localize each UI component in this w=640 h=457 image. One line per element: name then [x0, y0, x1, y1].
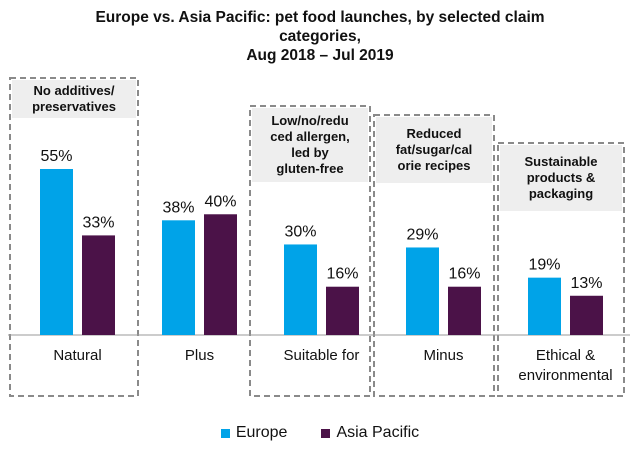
callout-box-4 [500, 145, 622, 211]
category-label-0-line-0: Natural [53, 347, 101, 364]
bar-europe-2 [284, 244, 317, 335]
value-label-asia-pacific-1: 40% [204, 193, 236, 210]
bar-europe-1 [162, 220, 195, 335]
bar-chart: 55% 38% 30% 29% 19% 33% 40% 16% 16% 13% Natural Plu… [8, 77, 630, 397]
value-label-europe-0: 55% [40, 148, 72, 165]
category-label-4-line-1: environmental [518, 367, 612, 384]
chart-title-line-3: Aug 2018 – Jul 2019 [246, 47, 394, 64]
group-box-2 [249, 105, 371, 397]
callout-box-0 [12, 80, 136, 118]
group-box-3 [373, 114, 495, 397]
callout-box-3 [376, 117, 492, 183]
value-label-asia-pacific-2: 16% [326, 266, 358, 283]
legend-label-europe: Europe [235, 424, 288, 441]
legend-swatch-europe [220, 428, 230, 438]
callout-box-2 [252, 108, 368, 182]
value-label-asia-pacific-3: 16% [448, 266, 480, 283]
chart-title-line-2: categories, [279, 28, 361, 45]
callout-text-3-line-1: fat/sugar/cal [396, 142, 473, 157]
category-label-2-line-0: Suitable for [284, 347, 360, 364]
category-label-1-line-0: Plus [185, 347, 214, 364]
value-label-asia-pacific-4: 13% [570, 275, 602, 292]
legend-label-asia-pacific: Asia Pacific [336, 424, 420, 441]
callout-text-4-line-1: products & [527, 170, 596, 185]
callout-text-3-line-2: orie recipes [398, 158, 471, 173]
legend-item-asia-pacific: Asia Pacific [321, 424, 419, 442]
value-label-europe-4: 19% [528, 257, 560, 274]
bar-europe-3 [406, 247, 439, 335]
bar-asia-pacific-2 [326, 286, 359, 335]
chart-title-line-1: Europe vs. Asia Pacific: pet food launch… [95, 9, 545, 26]
chart-title: Europe vs. Asia Pacific: pet food launch… [0, 8, 640, 65]
callout-text-2-line-1: ced allergen, [270, 129, 349, 144]
group-box-4 [497, 142, 625, 397]
bar-europe-0 [40, 169, 73, 335]
bar-asia-pacific-3 [448, 286, 481, 335]
bar-asia-pacific-4 [570, 295, 603, 335]
callout-text-2-line-2: led by [291, 145, 329, 160]
legend-item-europe: Europe [220, 424, 288, 442]
callout-text-0-line-1: preservatives [32, 99, 116, 114]
category-label-3-line-0: Minus [423, 347, 463, 364]
bar-asia-pacific-0 [82, 235, 115, 335]
bar-asia-pacific-1 [204, 214, 237, 335]
value-label-europe-2: 30% [284, 223, 316, 240]
legend: Europe Asia Pacific [0, 424, 640, 442]
category-label-4-line-0: Ethical & [536, 347, 595, 364]
bar-europe-4 [528, 277, 561, 335]
value-label-europe-1: 38% [162, 199, 194, 216]
callout-text-3-line-0: Reduced [407, 126, 462, 141]
callout-text-4-line-0: Sustainable [525, 154, 598, 169]
callout-text-2-line-0: Low/no/redu [271, 113, 348, 128]
callout-text-0-line-0: No additives/ [34, 83, 115, 98]
value-label-europe-3: 29% [406, 226, 438, 243]
callout-text-4-line-2: packaging [529, 186, 593, 201]
value-label-asia-pacific-0: 33% [82, 214, 114, 231]
group-box-0 [9, 77, 139, 397]
legend-swatch-asia-pacific [321, 428, 331, 438]
callout-text-2-line-3: gluten-free [276, 161, 343, 176]
